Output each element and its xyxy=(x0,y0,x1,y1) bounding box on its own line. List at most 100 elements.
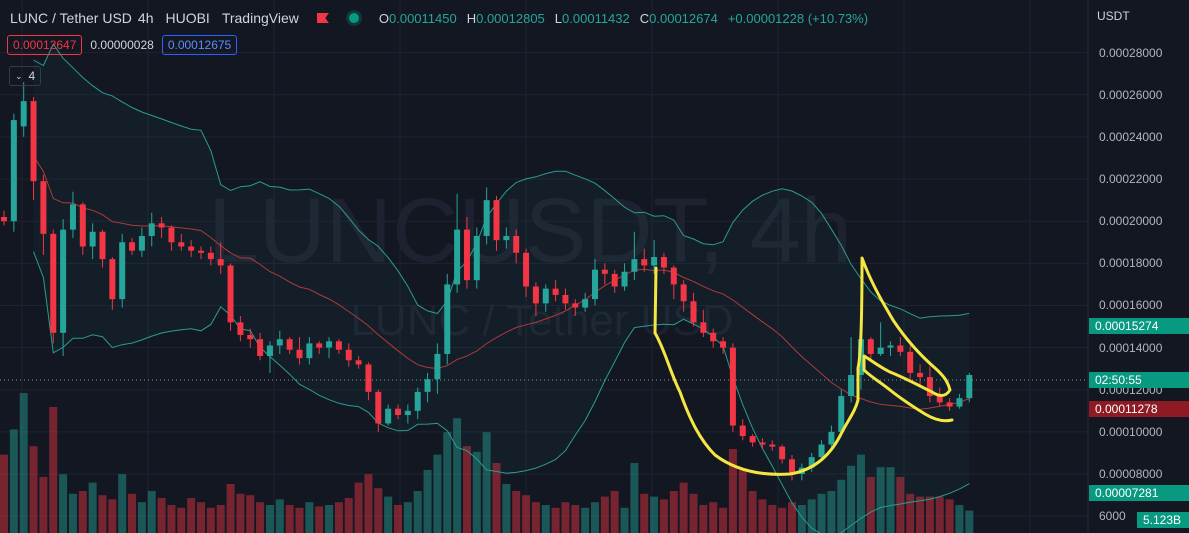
candle xyxy=(227,263,234,331)
candle xyxy=(848,337,855,403)
candle-body xyxy=(710,332,717,342)
candle xyxy=(20,82,27,137)
candle xyxy=(79,202,86,255)
volume-bar xyxy=(295,507,304,533)
candle xyxy=(946,398,953,411)
volume-bar xyxy=(403,502,412,533)
volume-bar xyxy=(738,470,747,533)
volume-bar xyxy=(19,393,28,533)
candle-body xyxy=(276,339,283,346)
candle-body xyxy=(552,288,559,295)
volume-bar xyxy=(699,505,708,533)
symbol-name[interactable]: LUNC / Tether USD xyxy=(10,10,132,26)
candle xyxy=(720,337,727,354)
candle-body xyxy=(897,345,904,352)
volume-bar xyxy=(413,491,422,533)
volume-bar xyxy=(788,502,796,533)
volume-bar xyxy=(108,499,117,533)
candle-body xyxy=(99,231,106,260)
candle-body xyxy=(89,231,96,247)
volume-bar xyxy=(98,495,107,533)
buy-button[interactable]: 0.00012675 xyxy=(161,35,238,55)
volume-bar xyxy=(29,446,38,533)
candle xyxy=(789,455,795,481)
candle xyxy=(69,191,76,239)
candle-body xyxy=(582,299,589,308)
candle xyxy=(749,433,756,447)
axis-currency[interactable]: USDT xyxy=(1097,9,1130,23)
candle xyxy=(395,404,401,420)
candle-body xyxy=(178,242,185,247)
candle-body xyxy=(641,259,648,266)
flag-icon[interactable] xyxy=(316,13,329,23)
candle xyxy=(926,366,933,403)
volume-bar xyxy=(256,502,265,533)
volume-bar xyxy=(0,454,8,533)
volume-bar xyxy=(659,499,668,533)
candle-body xyxy=(631,259,638,272)
candle xyxy=(572,299,579,317)
candle-body xyxy=(808,457,815,468)
volume-label: 5.123B xyxy=(1137,512,1189,528)
candle-body xyxy=(572,303,579,308)
candle xyxy=(178,233,185,251)
volume-bar xyxy=(9,429,18,533)
candle xyxy=(454,193,461,293)
price-tick-label: 0.00016000 xyxy=(1099,298,1163,313)
candle-body xyxy=(79,204,86,247)
indicators-toggle[interactable]: ⌄ 4 xyxy=(9,66,42,86)
candle-body xyxy=(670,267,677,285)
volume-bar xyxy=(482,432,491,533)
candle xyxy=(119,233,126,308)
candle-body xyxy=(838,396,845,432)
bollinger-fill xyxy=(33,44,970,533)
volume-bar xyxy=(571,505,580,533)
candle-body xyxy=(601,269,608,274)
countdown-label: 02:50:55 xyxy=(1089,372,1189,388)
volume-bar xyxy=(128,493,137,533)
interval-label[interactable]: 4h xyxy=(137,10,154,26)
sell-button[interactable]: 0.00012647 xyxy=(7,35,83,55)
candle-body xyxy=(946,402,953,407)
volume-bar xyxy=(650,496,659,533)
volume-bar xyxy=(265,505,274,533)
candle xyxy=(326,337,333,359)
candle-body xyxy=(316,343,323,348)
volume-bar xyxy=(541,505,550,533)
candle-body xyxy=(621,271,628,287)
price-tick-label: 0.00014000 xyxy=(1099,340,1163,355)
candle xyxy=(631,231,638,281)
candle xyxy=(365,362,372,401)
candle-body xyxy=(818,444,825,458)
candle xyxy=(690,292,697,327)
volume-bar xyxy=(886,467,895,533)
candle xyxy=(532,282,539,317)
volume-bar xyxy=(866,477,875,533)
volume-bar xyxy=(778,507,787,533)
candle xyxy=(109,257,116,310)
candle-body xyxy=(651,257,658,266)
candle-body xyxy=(493,200,500,241)
bb-lower-label: 0.00007281 xyxy=(1089,485,1189,501)
candle-body xyxy=(424,379,431,392)
candle xyxy=(237,316,244,342)
candle xyxy=(808,452,815,472)
candle-body xyxy=(306,343,313,359)
volume-bar xyxy=(39,477,48,533)
candle xyxy=(375,389,382,432)
candle-body xyxy=(138,235,145,251)
candle-body xyxy=(109,259,116,300)
candle xyxy=(917,364,924,388)
volume-bar xyxy=(797,505,806,533)
candle xyxy=(1,210,7,226)
volume-bar xyxy=(177,507,186,533)
volume-bar xyxy=(758,499,767,533)
candle xyxy=(355,356,362,369)
candle xyxy=(769,440,776,451)
volume-bar xyxy=(88,482,97,533)
candle xyxy=(828,425,835,449)
candle xyxy=(887,341,894,357)
candle-body xyxy=(414,391,421,411)
candle xyxy=(158,216,165,239)
